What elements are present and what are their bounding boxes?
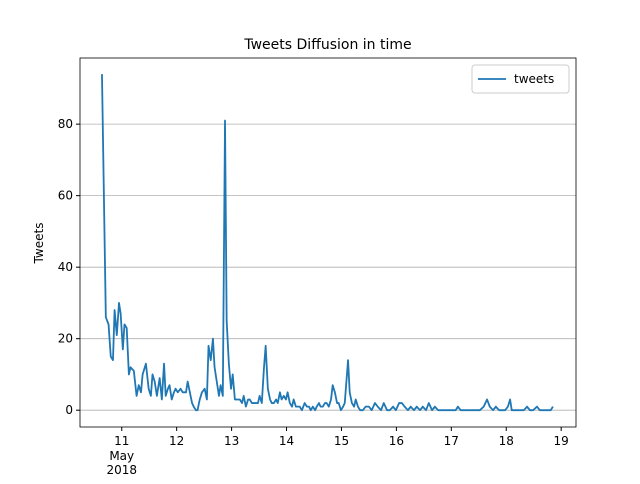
x-tick-label: 15 [334,434,349,448]
legend-label: tweets [514,72,554,86]
y-tick-label: 60 [58,189,73,203]
x-tick-label: 17 [444,434,459,448]
legend-box [471,64,570,94]
chart-title: Tweets Diffusion in time [243,37,411,53]
y-tick-label: 80 [58,117,73,131]
y-tick-label: 20 [58,332,73,346]
x-tick-label: 13 [224,434,239,448]
x-tick-label: 18 [499,434,514,448]
line-series [101,74,554,412]
x-date-label: May [109,449,134,463]
y-axis-label: Tweets [32,223,46,265]
x-tick-label: 19 [554,434,569,448]
x-tick-label: 14 [279,434,294,448]
x-tick-label: 11 [114,434,129,448]
y-tick-label: 0 [65,403,73,417]
plot-frame [79,57,577,428]
y-tick-label: 40 [58,260,73,274]
x-tick-label: 16 [389,434,404,448]
x-tick-label: 12 [169,434,184,448]
x-date-label: 2018 [106,463,137,477]
